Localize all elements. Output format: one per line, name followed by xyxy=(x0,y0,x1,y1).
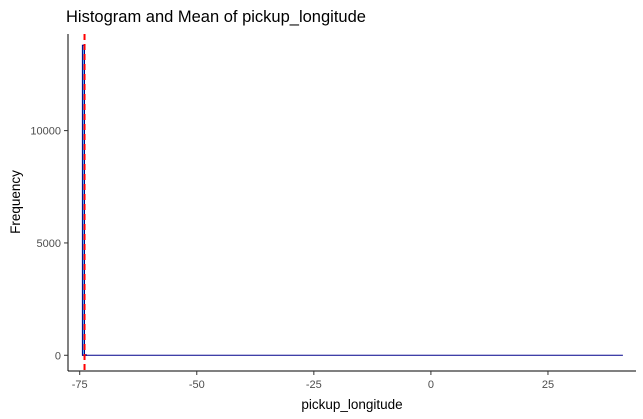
x-axis-ticks: -75 -50 -25 0 25 xyxy=(72,371,554,391)
histogram-bar xyxy=(81,44,86,356)
x-tick-label: 25 xyxy=(542,379,554,391)
x-tick-label: 0 xyxy=(428,379,434,391)
y-axis-ticks: 0 5000 10000 xyxy=(30,126,68,362)
y-tick-label: 0 xyxy=(55,350,61,362)
y-tick-label: 10000 xyxy=(30,126,61,138)
y-axis-title: Frequency xyxy=(8,170,23,234)
plot-area xyxy=(81,34,623,371)
x-tick-label: -50 xyxy=(189,379,205,391)
x-tick-label: -25 xyxy=(306,379,322,391)
chart-title: Histogram and Mean of pickup_longitude xyxy=(66,8,366,26)
y-tick-label: 5000 xyxy=(37,238,61,250)
x-axis-title: pickup_longitude xyxy=(301,397,402,412)
x-tick-label: -75 xyxy=(72,379,88,391)
